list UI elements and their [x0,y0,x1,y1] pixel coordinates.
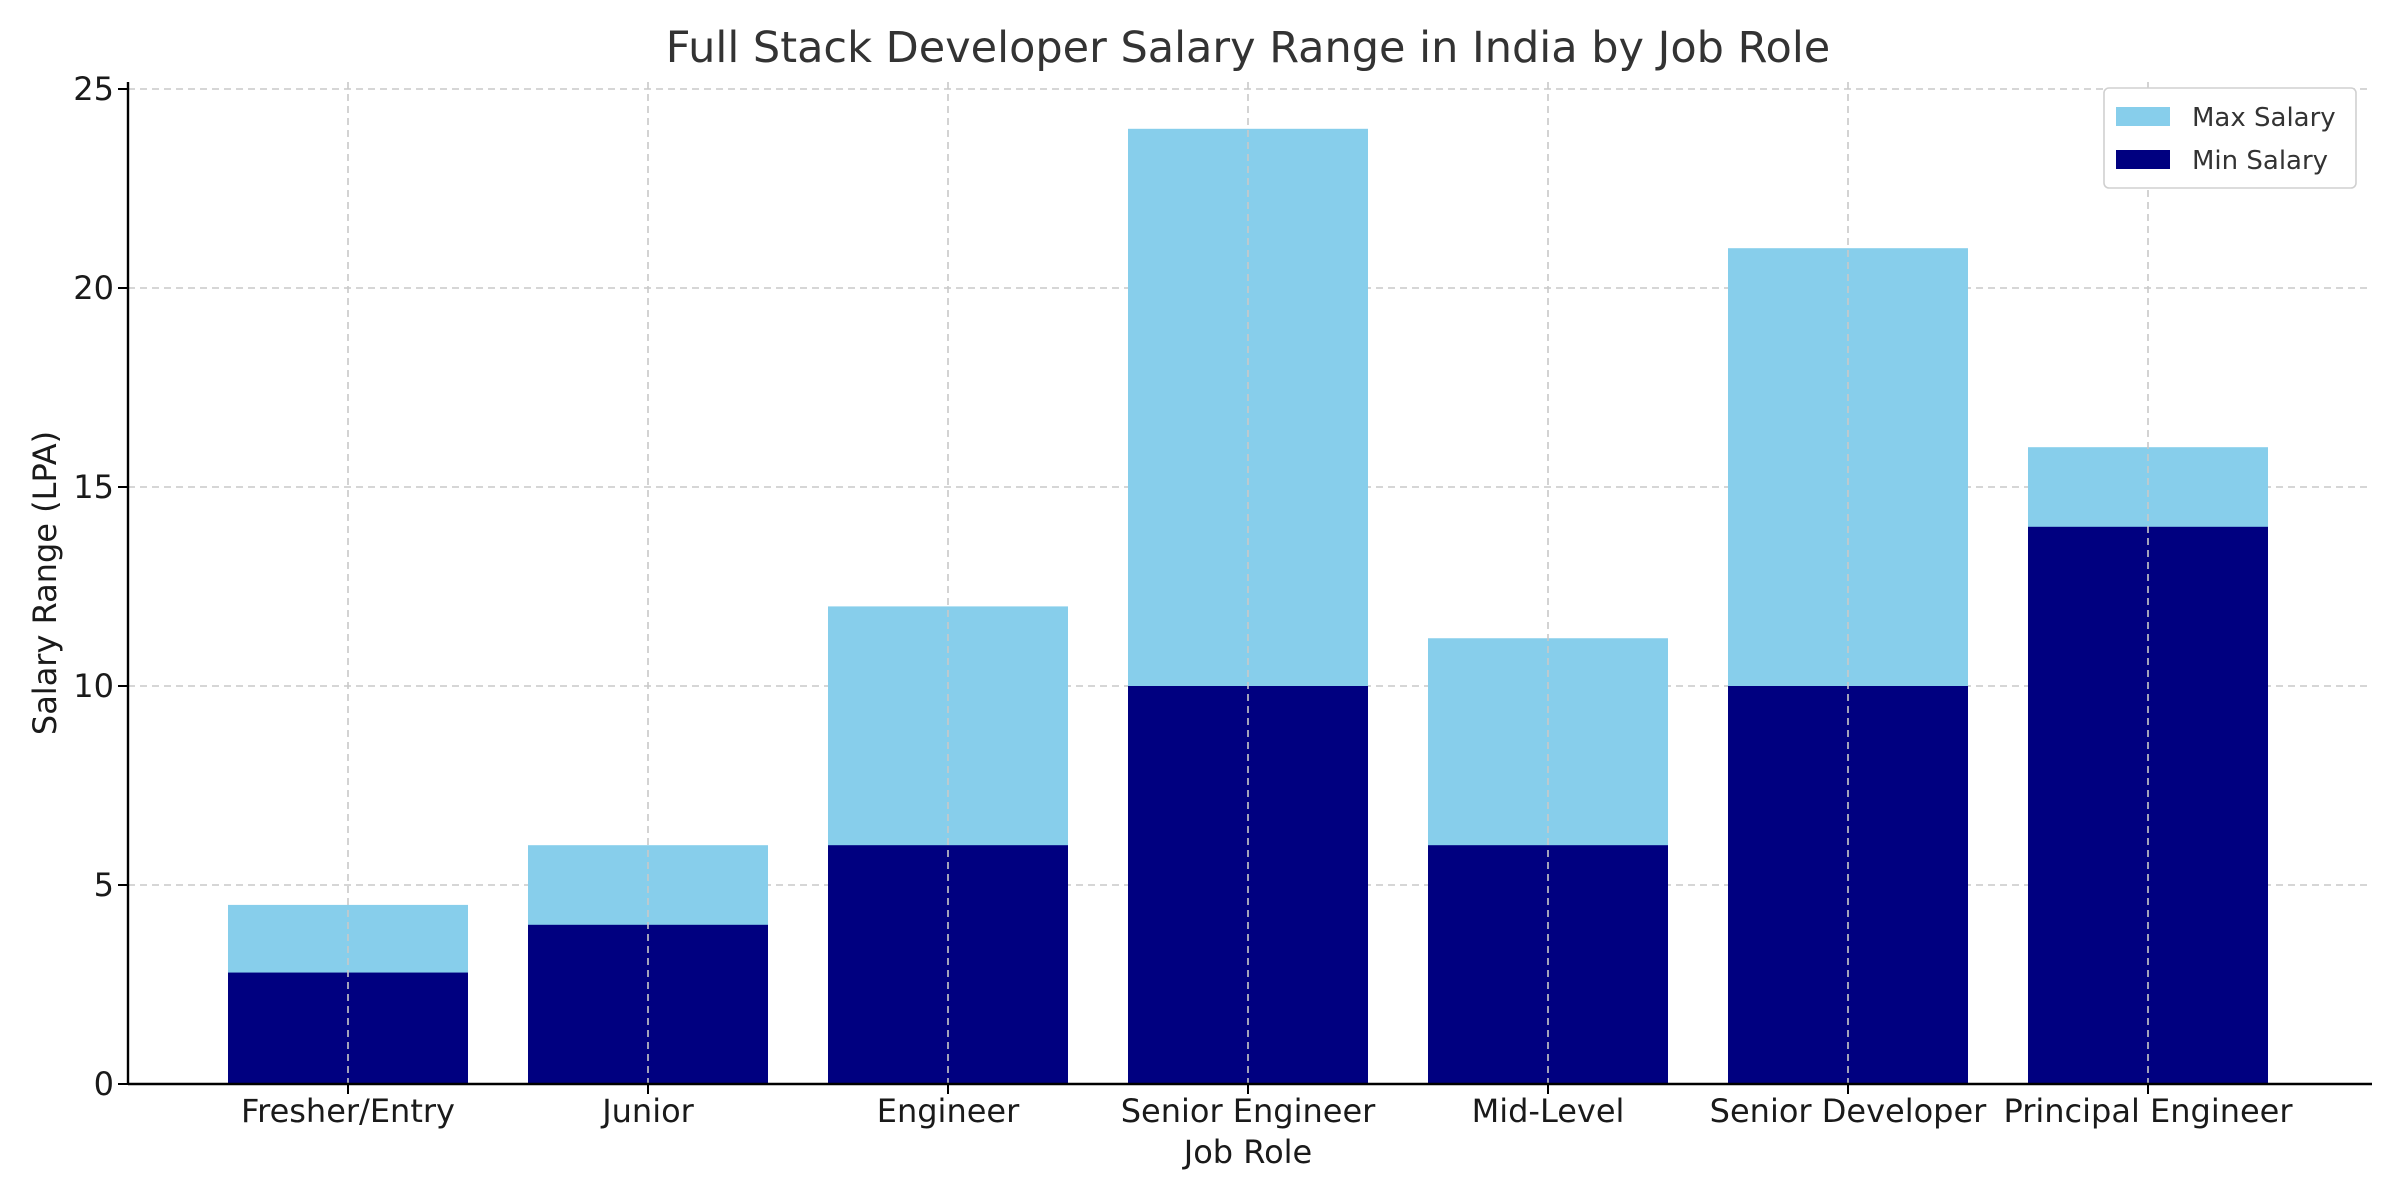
bar-min-salary-5 [1728,686,1968,1084]
x-tick-label: Mid-Level [1472,1092,1625,1130]
y-tick-label: 0 [94,1065,114,1103]
x-tick-label: Fresher/Entry [241,1092,455,1130]
legend: Max Salary Min Salary [2103,87,2357,189]
x-tick-label: Senior Engineer [1121,1092,1376,1130]
legend-swatch-max-salary [2116,107,2170,126]
axes [126,82,2372,1086]
legend-label-min-salary: Min Salary [2192,146,2328,176]
y-tick-label: 10 [73,667,114,705]
legend-label-max-salary: Max Salary [2192,103,2336,133]
vertical-grid [347,82,2149,1084]
x-tick-label: Senior Developer [1710,1092,1988,1130]
bar-min-salary-0 [228,972,468,1084]
x-tick-label: Junior [600,1092,694,1130]
y-tick-label: 20 [73,269,114,307]
x-axis-label: Job Role [1182,1133,1312,1171]
x-ticks: Fresher/Entry Junior Engineer Senior Engine… [241,1084,2293,1130]
y-tick-label: 25 [73,70,114,108]
y-tick-label: 5 [94,866,114,904]
y-tick-label: 15 [73,468,114,506]
chart-title: Full Stack Developer Salary Range in Ind… [666,23,1831,73]
x-tick-label: Engineer [877,1092,1020,1130]
bar-min-salary-3 [1128,686,1368,1084]
legend-swatch-min-salary [2116,150,2170,169]
y-axis-label: Salary Range (LPA) [26,431,64,735]
x-tick-label: Principal Engineer [2003,1092,2293,1130]
y-ticks: 0 5 10 15 20 25 [73,70,128,1103]
